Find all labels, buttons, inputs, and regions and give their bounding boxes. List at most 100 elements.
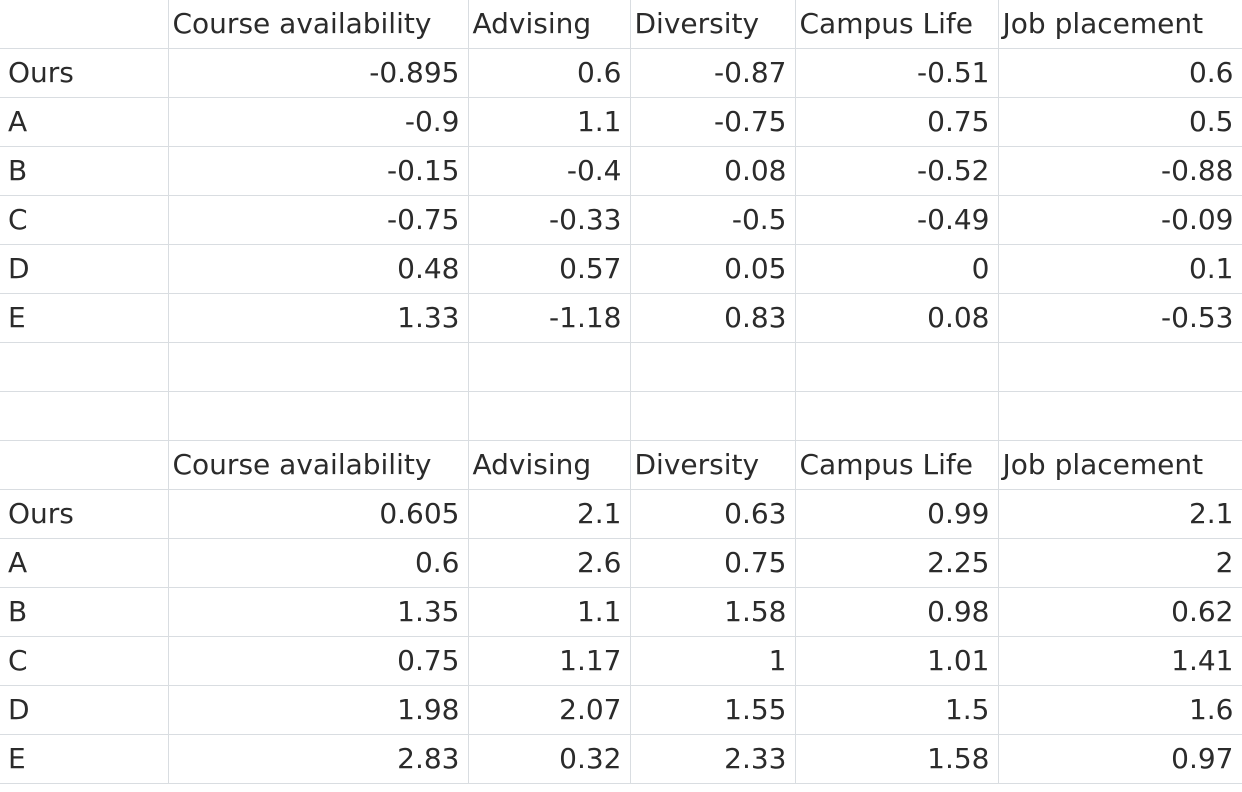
table2-cell-course-availability[interactable]: 1.35 [168,587,469,637]
table2-cell-course-availability[interactable]: 0.75 [168,636,469,686]
table2-cell-diversity[interactable]: 0.75 [630,538,796,588]
table2-cell-diversity[interactable]: 1.55 [630,685,796,735]
table1-cell-diversity[interactable]: -0.75 [630,97,796,147]
table1-cell-course-availability[interactable]: -0.895 [168,48,469,98]
table1-cell-campus-life[interactable]: -0.52 [795,146,999,196]
table1-cell-row-label[interactable]: E [0,293,169,343]
table1-row: D 0.48 0.57 0.05 0 0.1 [0,244,1242,294]
table1-cell-advising[interactable]: -0.4 [468,146,631,196]
table2-cell-course-availability[interactable]: 0.6 [168,538,469,588]
table2-cell-job-placement[interactable]: 2.1 [998,489,1242,539]
table1-cell-diversity[interactable]: -0.87 [630,48,796,98]
table2-cell-diversity[interactable]: 1.58 [630,587,796,637]
table2-header-course-availability[interactable]: Course availability [168,440,469,490]
table2-cell-campus-life[interactable]: 0.98 [795,587,999,637]
table2-cell-job-placement[interactable]: 2 [998,538,1242,588]
table2-cell-course-availability[interactable]: 1.98 [168,685,469,735]
table1-cell-course-availability[interactable]: -0.9 [168,97,469,147]
table2-cell-row-label[interactable]: E [0,734,169,784]
table1-header-campus-life[interactable]: Campus Life [795,0,999,49]
table2-cell-course-availability[interactable]: 0.605 [168,489,469,539]
empty-cell[interactable] [0,391,169,441]
table2-cell-row-label[interactable]: B [0,587,169,637]
table1-cell-job-placement[interactable]: 0.5 [998,97,1242,147]
table2-header-advising[interactable]: Advising [468,440,631,490]
empty-cell[interactable] [168,391,469,441]
table2-header-job-placement[interactable]: Job placement [998,440,1242,490]
table1-header-job-placement[interactable]: Job placement [998,0,1242,49]
table2-cell-row-label[interactable]: A [0,538,169,588]
table2-cell-campus-life[interactable]: 1.5 [795,685,999,735]
table2-cell-course-availability[interactable]: 2.83 [168,734,469,784]
empty-cell[interactable] [795,391,999,441]
table2-cell-advising[interactable]: 0.32 [468,734,631,784]
table1-cell-advising[interactable]: -1.18 [468,293,631,343]
table1-row: A -0.9 1.1 -0.75 0.75 0.5 [0,97,1242,147]
table1-cell-campus-life[interactable]: -0.51 [795,48,999,98]
table2-cell-row-label[interactable]: D [0,685,169,735]
table1-cell-row-label[interactable]: C [0,195,169,245]
table1-header-row-label[interactable] [0,0,169,49]
table1-cell-job-placement[interactable]: 0.1 [998,244,1242,294]
table2-cell-job-placement[interactable]: 1.41 [998,636,1242,686]
table2-cell-row-label[interactable]: Ours [0,489,169,539]
empty-cell[interactable] [468,342,631,392]
table2-cell-advising[interactable]: 1.1 [468,587,631,637]
table1-cell-job-placement[interactable]: 0.6 [998,48,1242,98]
table1-cell-job-placement[interactable]: -0.88 [998,146,1242,196]
table2-cell-diversity[interactable]: 2.33 [630,734,796,784]
table1-cell-course-availability[interactable]: -0.75 [168,195,469,245]
table2-cell-advising[interactable]: 2.1 [468,489,631,539]
table1-cell-row-label[interactable]: B [0,146,169,196]
table2-cell-advising[interactable]: 1.17 [468,636,631,686]
empty-cell[interactable] [795,342,999,392]
table2-cell-job-placement[interactable]: 1.6 [998,685,1242,735]
table2-cell-campus-life[interactable]: 1.58 [795,734,999,784]
table2-header-diversity[interactable]: Diversity [630,440,796,490]
table2-cell-row-label[interactable]: C [0,636,169,686]
table1-cell-advising[interactable]: 0.57 [468,244,631,294]
table1-cell-course-availability[interactable]: 1.33 [168,293,469,343]
empty-cell[interactable] [630,342,796,392]
table1-cell-campus-life[interactable]: 0 [795,244,999,294]
empty-cell[interactable] [168,342,469,392]
empty-cell[interactable] [630,391,796,441]
table1-cell-advising[interactable]: 0.6 [468,48,631,98]
table2-cell-diversity[interactable]: 0.63 [630,489,796,539]
table2-header-campus-life[interactable]: Campus Life [795,440,999,490]
empty-cell[interactable] [0,342,169,392]
table2-cell-campus-life[interactable]: 2.25 [795,538,999,588]
table1-cell-row-label[interactable]: A [0,97,169,147]
table1-cell-campus-life[interactable]: -0.49 [795,195,999,245]
table1-cell-diversity[interactable]: 0.05 [630,244,796,294]
table1-cell-row-label[interactable]: D [0,244,169,294]
table1-header-diversity[interactable]: Diversity [630,0,796,49]
table1-cell-row-label[interactable]: Ours [0,48,169,98]
table2-cell-diversity[interactable]: 1 [630,636,796,686]
table2-header-row-label[interactable] [0,440,169,490]
table1-cell-course-availability[interactable]: 0.48 [168,244,469,294]
table2-row: B 1.35 1.1 1.58 0.98 0.62 [0,587,1242,637]
empty-cell[interactable] [998,342,1242,392]
table1-cell-advising[interactable]: -0.33 [468,195,631,245]
table2-cell-advising[interactable]: 2.6 [468,538,631,588]
table1-cell-advising[interactable]: 1.1 [468,97,631,147]
table1-cell-diversity[interactable]: 0.83 [630,293,796,343]
table1-cell-diversity[interactable]: -0.5 [630,195,796,245]
table1-cell-diversity[interactable]: 0.08 [630,146,796,196]
table2-cell-job-placement[interactable]: 0.97 [998,734,1242,784]
table2-cell-job-placement[interactable]: 0.62 [998,587,1242,637]
table1-header-advising[interactable]: Advising [468,0,631,49]
table2-cell-campus-life[interactable]: 0.99 [795,489,999,539]
table2-cell-advising[interactable]: 2.07 [468,685,631,735]
table1-cell-job-placement[interactable]: -0.53 [998,293,1242,343]
table1-cell-course-availability[interactable]: -0.15 [168,146,469,196]
table1-row: Ours -0.895 0.6 -0.87 -0.51 0.6 [0,48,1242,98]
empty-cell[interactable] [468,391,631,441]
table1-cell-campus-life[interactable]: 0.75 [795,97,999,147]
table2-cell-campus-life[interactable]: 1.01 [795,636,999,686]
table1-header-course-availability[interactable]: Course availability [168,0,469,49]
table1-cell-job-placement[interactable]: -0.09 [998,195,1242,245]
empty-cell[interactable] [998,391,1242,441]
table1-cell-campus-life[interactable]: 0.08 [795,293,999,343]
